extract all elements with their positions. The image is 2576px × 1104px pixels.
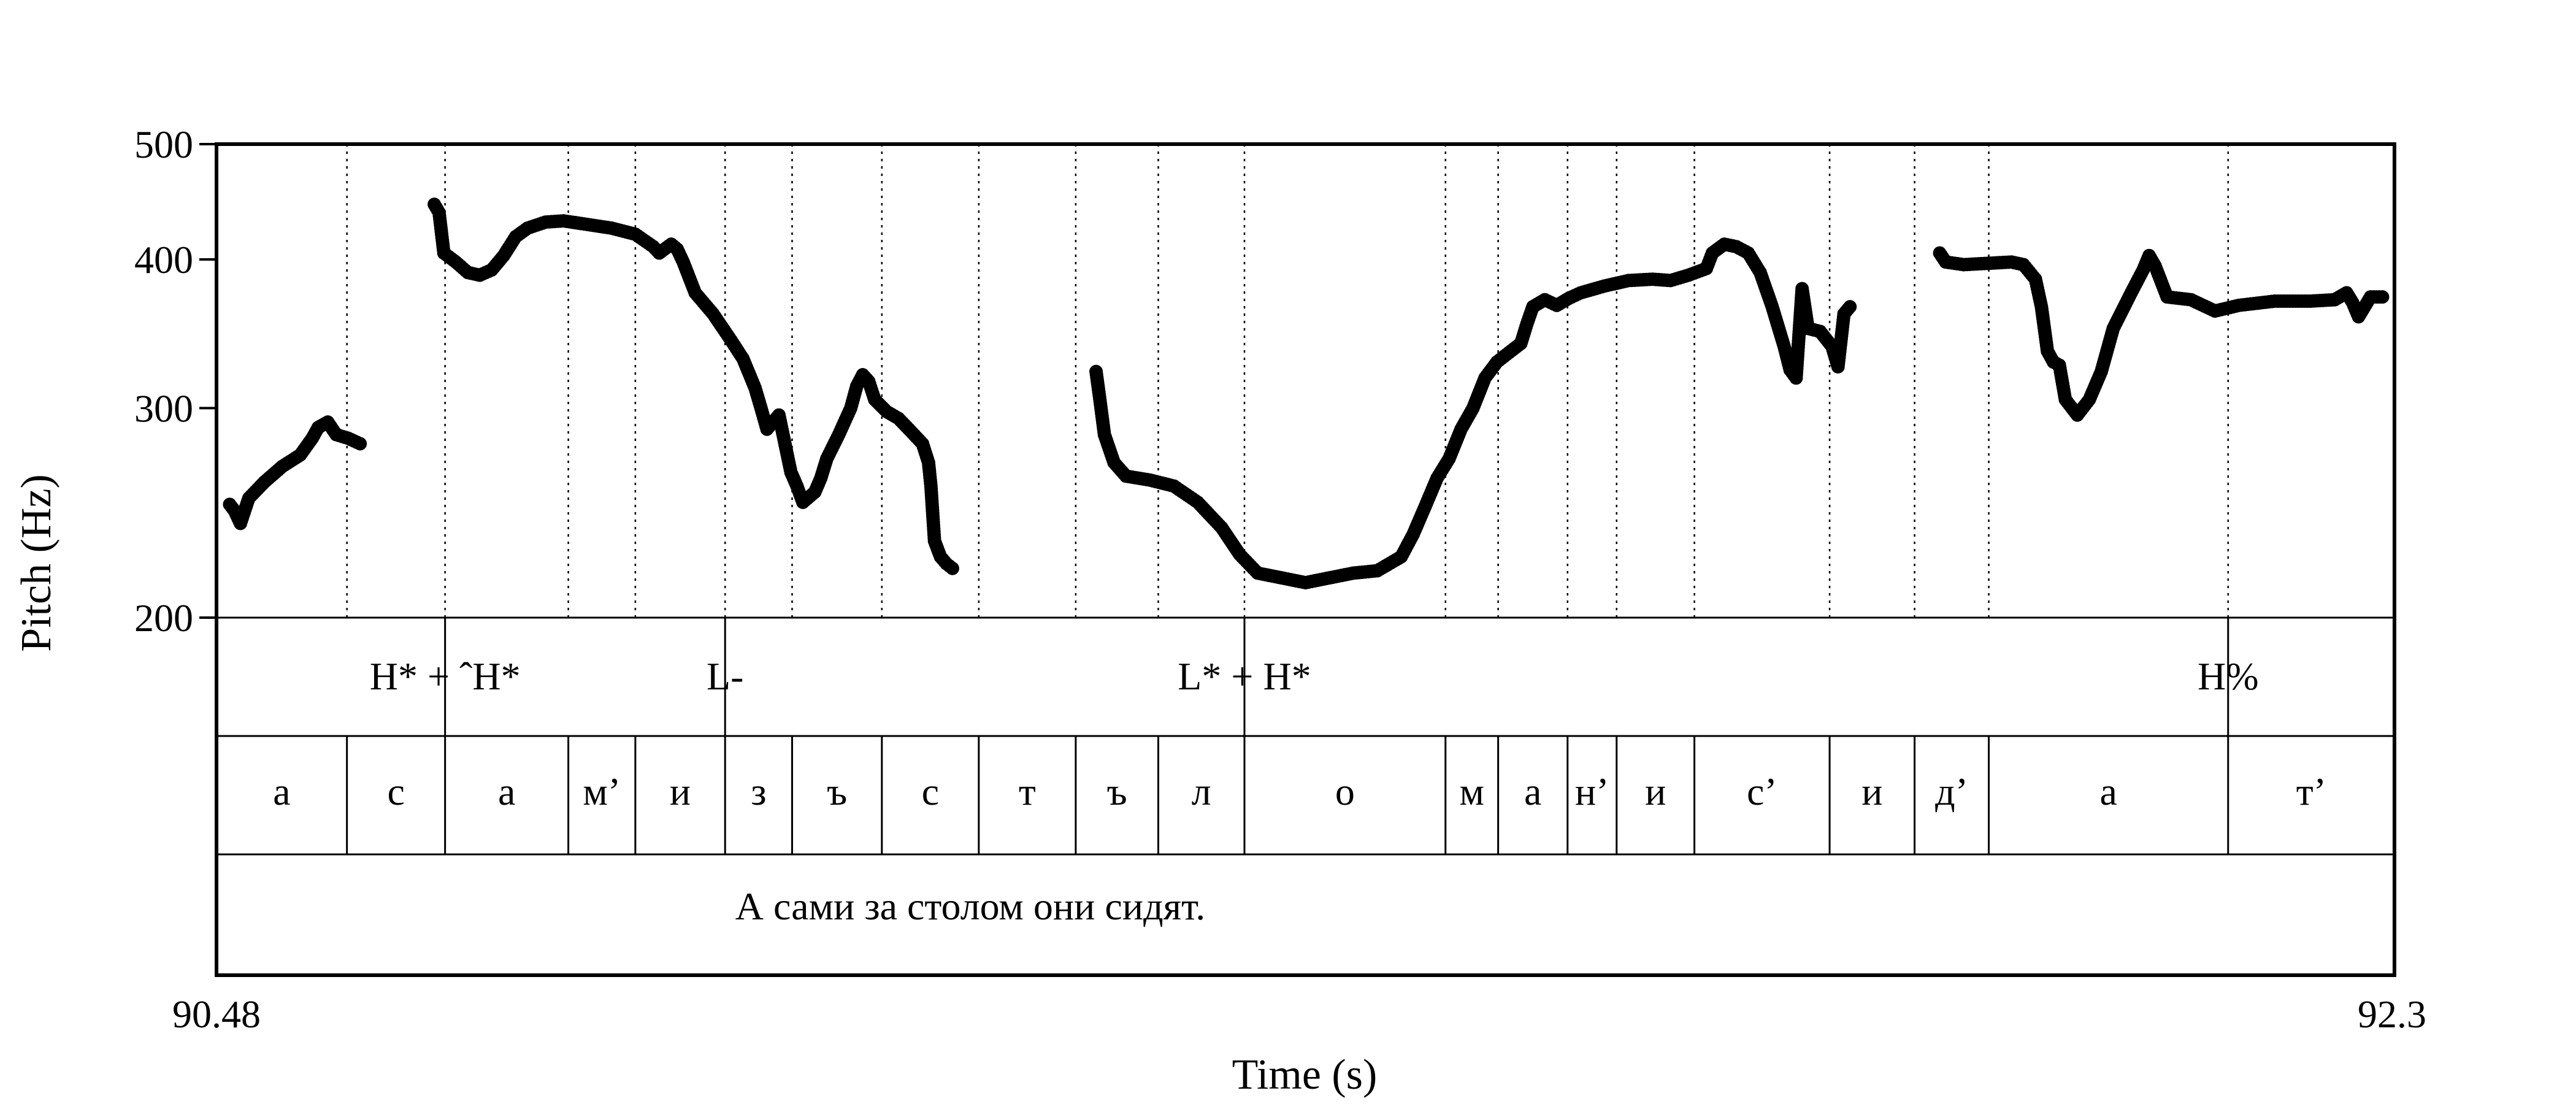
x-tick-start: 90.48 xyxy=(172,992,261,1036)
plot-frame xyxy=(215,142,2396,977)
y-axis-label: Pitch (Hz) xyxy=(13,474,60,652)
tier-boundary-lines xyxy=(346,736,2229,854)
segment-label: а xyxy=(2099,770,2117,813)
segment-label: д’ xyxy=(1935,770,1968,813)
tone-label: L- xyxy=(707,654,743,698)
segment-label: л xyxy=(1192,770,1211,813)
tone-label: L* + H* xyxy=(1178,654,1311,698)
y-tick-label: 400 xyxy=(134,238,193,282)
segment-label: с xyxy=(922,770,939,813)
pitch-point xyxy=(1843,300,1857,314)
segment-label: ъ xyxy=(1107,770,1127,813)
segment-label: о xyxy=(1335,770,1355,813)
segment-label: а xyxy=(273,770,290,813)
pitch-point xyxy=(2375,290,2390,304)
segment-label: н’ xyxy=(1575,770,1609,813)
tone-tier: H* + ˆH* L- L* + H* H% xyxy=(370,618,2259,736)
y-axis-ticks: 200 300 400 500 xyxy=(134,123,217,640)
segment-label: з xyxy=(751,770,766,813)
chart-frames xyxy=(215,142,2396,977)
x-tick-end: 92.3 xyxy=(2358,992,2426,1036)
y-tick-label: 200 xyxy=(134,596,193,640)
segment-label: и xyxy=(670,770,691,813)
segment-label: м’ xyxy=(583,770,621,813)
pitch-points xyxy=(223,197,2390,589)
pitch-boundary-lines xyxy=(346,144,2229,618)
y-tick-label: 500 xyxy=(134,123,193,166)
y-tick-label: 300 xyxy=(134,386,193,430)
segment-label: с xyxy=(387,770,404,813)
segment-tier: а с а м’ и з ъ с т ъ л о м а н’ и с’ и д’ а т’ xyxy=(273,770,2326,813)
x-axis-label: Time (s) xyxy=(1232,1051,1378,1098)
pitch-point xyxy=(945,561,959,575)
segment-label: и xyxy=(1645,770,1666,813)
segment-label: т xyxy=(1019,770,1036,813)
segment-label: а xyxy=(1524,770,1541,813)
segment-label: м xyxy=(1459,770,1484,813)
segment-label: ъ xyxy=(827,770,847,813)
tone-label: H% xyxy=(2198,654,2259,698)
tone-label: H* + ˆH* xyxy=(370,654,521,698)
segment-label: а xyxy=(498,770,515,813)
pitch-point xyxy=(353,437,367,451)
segment-label: и xyxy=(1861,770,1882,813)
sentence-label: А сами за столом они сидят. xyxy=(735,884,1205,928)
segment-label: т’ xyxy=(2296,770,2326,813)
segment-label: с’ xyxy=(1747,770,1777,813)
